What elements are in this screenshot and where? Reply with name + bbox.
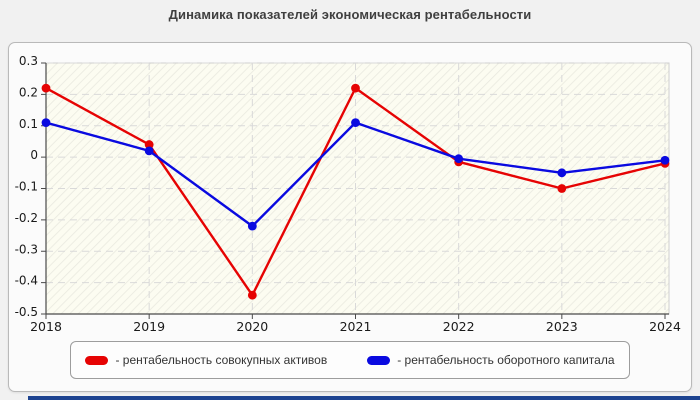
legend-label: - рентабельность оборотного капитала: [397, 353, 615, 367]
y-tick-label: -0.4: [15, 274, 38, 288]
data-point-0-2018: [41, 83, 51, 93]
x-tick-label: 2019: [133, 319, 165, 334]
data-point-1-2022: [454, 154, 464, 164]
x-tick-label: 2022: [443, 319, 475, 334]
data-point-1-2021: [351, 118, 360, 128]
x-tick-label: 2018: [30, 319, 62, 334]
data-point-0-2023: [557, 184, 567, 193]
y-tick-label: -0.5: [15, 305, 38, 319]
data-point-0-2020: [247, 290, 257, 300]
x-tick-label: 2023: [546, 319, 578, 334]
y-tick-label: -0.2: [15, 211, 38, 225]
y-tick-label: 0: [30, 148, 38, 162]
chart-title: Динамика показателей экономическая рента…: [168, 7, 532, 22]
legend-item-working-capital: - рентабельность оборотного капитала: [367, 353, 615, 367]
x-tick-label: 2024: [649, 319, 681, 334]
y-tick-label: 0.1: [19, 117, 38, 131]
y-tick-label: -0.3: [15, 242, 38, 256]
data-point-0-2019: [144, 140, 154, 149]
y-tick-label: 0.3: [19, 54, 38, 68]
bottom-window-edge: [28, 396, 700, 400]
data-point-1-2023: [557, 168, 567, 178]
data-point-1-2024: [660, 155, 670, 165]
data-point-1-2019: [144, 146, 154, 156]
data-point-1-2018: [41, 118, 51, 128]
y-tick-label: 0.2: [19, 85, 38, 99]
data-point-1-2020: [247, 221, 257, 231]
chart-legend: - рентабельность совокупных активов - ре…: [70, 341, 630, 379]
red-series-swatch: [85, 355, 109, 365]
legend-label: - рентабельность совокупных активов: [115, 353, 328, 367]
data-point-0-2021: [351, 83, 360, 93]
chart-panel: 0.3 0.2 0.1 0 -0.1 -0.2 -0.3 -0.4 -0.5 2018 2019 20…: [8, 42, 692, 392]
blue-series-swatch: [367, 355, 391, 365]
legend-item-total-assets: - рентабельность совокупных активов: [85, 353, 327, 367]
x-tick-label: 2020: [236, 319, 268, 334]
x-tick-label: 2021: [340, 319, 372, 334]
y-tick-label: -0.1: [15, 180, 38, 194]
